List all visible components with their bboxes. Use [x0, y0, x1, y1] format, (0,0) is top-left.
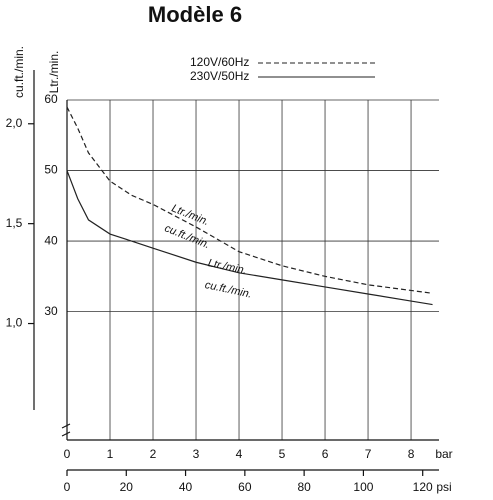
x-tick-label: 7 [365, 447, 372, 461]
y-tick-label: 50 [44, 163, 58, 177]
x-tick-label: 4 [236, 447, 243, 461]
x-tick-label: 5 [279, 447, 286, 461]
y2-tick-label: 1,5 [6, 216, 23, 230]
x-tick-label: 6 [322, 447, 329, 461]
x2-tick-label: 0 [64, 480, 71, 494]
y-tick-label: 40 [44, 233, 58, 247]
x-axis-label: bar [435, 447, 452, 461]
x-tick-label: 3 [193, 447, 200, 461]
y-tick-label: 60 [44, 92, 58, 106]
x2-tick-label: 40 [179, 480, 193, 494]
data-line [66, 106, 433, 294]
legend-label: 120V/60Hz [190, 55, 249, 69]
annotation: Ltr./min. [207, 257, 248, 277]
x2-tick-label: 80 [297, 480, 311, 494]
y2-tick-label: 2,0 [6, 116, 23, 130]
x-tick-label: 0 [64, 447, 71, 461]
x2-tick-label: 20 [120, 480, 134, 494]
legend-label: 230V/50Hz [190, 69, 249, 83]
axis-break [61, 423, 71, 437]
y2-axis-label: cu.ft./min. [12, 46, 26, 98]
x2-tick-label: 100 [353, 480, 373, 494]
x-tick-label: 2 [150, 447, 157, 461]
x2-tick-label: 60 [238, 480, 252, 494]
x-tick-label: 8 [408, 447, 415, 461]
x2-tick-label: 120 [413, 480, 433, 494]
x2-axis-label: psi [436, 480, 451, 494]
chart-title: Modèle 6 [148, 2, 242, 27]
data-line [66, 170, 433, 306]
x-tick-label: 1 [107, 447, 114, 461]
annotation: cu.ft./min. [204, 279, 253, 301]
y2-tick-label: 1,0 [6, 316, 23, 330]
y-tick-label: 30 [44, 304, 58, 318]
y-axis-label: Ltr./min. [47, 51, 61, 94]
